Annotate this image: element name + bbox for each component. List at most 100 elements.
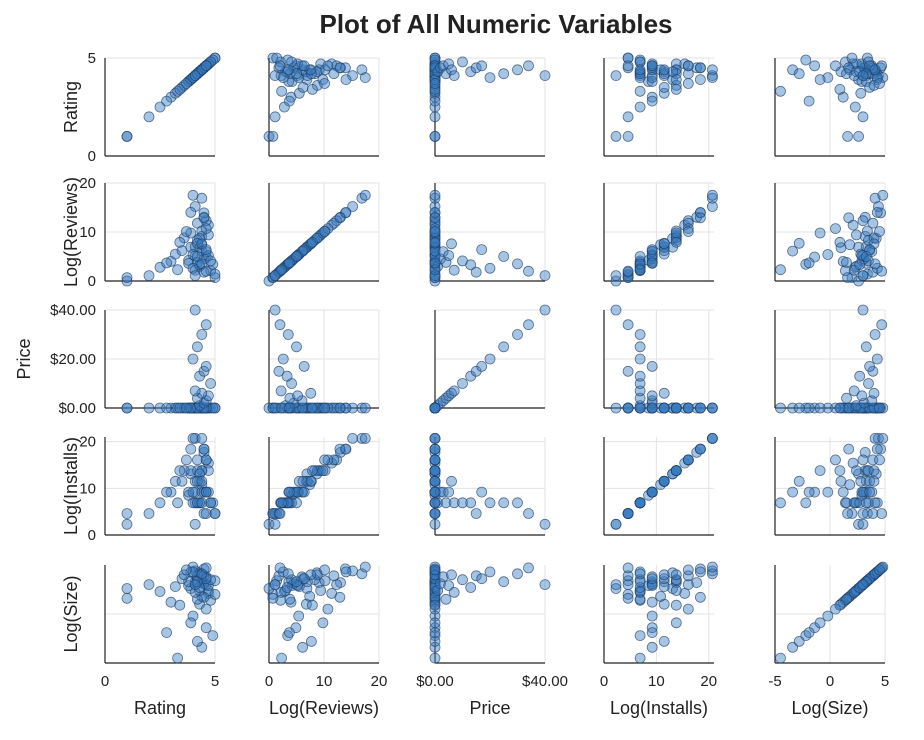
data-point [523, 60, 534, 72]
data-point [707, 72, 718, 83]
data-point [868, 238, 880, 250]
data-point [298, 486, 310, 498]
data-point [864, 475, 875, 487]
data-point [860, 251, 872, 262]
panel-rating-vs-log-reviews [263, 52, 380, 157]
data-point [658, 82, 670, 93]
data-point [429, 603, 441, 615]
data-point [793, 475, 805, 487]
data-point [176, 245, 188, 257]
data-point [470, 570, 482, 582]
data-point [328, 217, 340, 229]
data-point [803, 402, 815, 414]
data-point [209, 508, 221, 519]
panel-price-vs-log-size [774, 304, 889, 414]
data-point [331, 454, 343, 466]
data-point [862, 225, 873, 237]
data-point [276, 85, 288, 97]
data-point [121, 130, 133, 142]
data-point [200, 562, 212, 574]
data-point [328, 402, 340, 414]
data-point [185, 443, 197, 455]
data-point [319, 78, 331, 89]
data-point [803, 257, 815, 269]
data-point [200, 603, 212, 615]
data-point [180, 78, 192, 89]
data-point [670, 84, 682, 95]
data-point [121, 583, 133, 594]
data-point [682, 603, 694, 615]
y-tick-label: $20.00 [50, 351, 96, 368]
data-point [207, 630, 219, 641]
data-point [877, 72, 889, 83]
data-point [775, 264, 786, 276]
points [429, 189, 551, 287]
data-point [864, 60, 875, 72]
data-point [610, 304, 622, 316]
data-point [465, 497, 477, 509]
data-point [834, 402, 846, 414]
data-point [121, 592, 133, 604]
data-point [670, 227, 682, 239]
data-point [202, 390, 214, 402]
data-point [328, 454, 340, 466]
data-point [610, 130, 622, 142]
points [610, 432, 718, 530]
data-point [465, 582, 477, 593]
data-point [809, 60, 820, 72]
data-point [622, 319, 634, 331]
data-point [437, 571, 449, 583]
data-point [187, 432, 199, 444]
data-point [707, 201, 718, 212]
data-point [429, 402, 441, 414]
data-point [161, 257, 173, 269]
data-point [429, 192, 441, 204]
data-point [869, 329, 881, 340]
panel-price-vs-price [429, 304, 551, 414]
data-point [176, 475, 188, 487]
data-point [695, 443, 706, 455]
data-point [435, 578, 446, 589]
x-tick-label: $40.00 [522, 673, 568, 690]
data-point [634, 72, 646, 83]
data-point [185, 206, 197, 218]
data-point [634, 400, 646, 412]
data-point [842, 508, 853, 519]
data-point [172, 652, 184, 664]
data-point [857, 215, 869, 227]
data-point [189, 70, 201, 81]
data-point [682, 78, 694, 89]
data-point [174, 236, 186, 248]
data-point [317, 617, 329, 629]
data-point [328, 570, 340, 582]
data-point [830, 60, 841, 72]
data-point [429, 95, 441, 107]
data-point [359, 432, 371, 444]
data-point [695, 563, 706, 575]
data-point [189, 201, 201, 212]
data-point [200, 60, 212, 72]
data-point [191, 475, 203, 487]
data-point [267, 52, 279, 64]
data-point [848, 497, 860, 509]
data-point [340, 402, 352, 414]
data-point [180, 564, 192, 576]
data-point [293, 610, 305, 622]
data-point [646, 250, 658, 261]
data-point [655, 591, 666, 602]
data-point [356, 192, 368, 204]
data-point [298, 244, 310, 256]
data-point [695, 566, 706, 578]
data-point [429, 226, 441, 237]
data-point [523, 319, 534, 331]
data-point [512, 64, 523, 76]
data-point [622, 570, 634, 582]
panel-log-reviews-vs-log-installs [603, 182, 718, 287]
data-point [622, 508, 634, 519]
data-point [682, 454, 694, 466]
data-point [429, 454, 441, 466]
data-point [848, 70, 860, 81]
data-point [707, 189, 718, 201]
data-point [803, 627, 815, 638]
data-point [319, 575, 331, 587]
